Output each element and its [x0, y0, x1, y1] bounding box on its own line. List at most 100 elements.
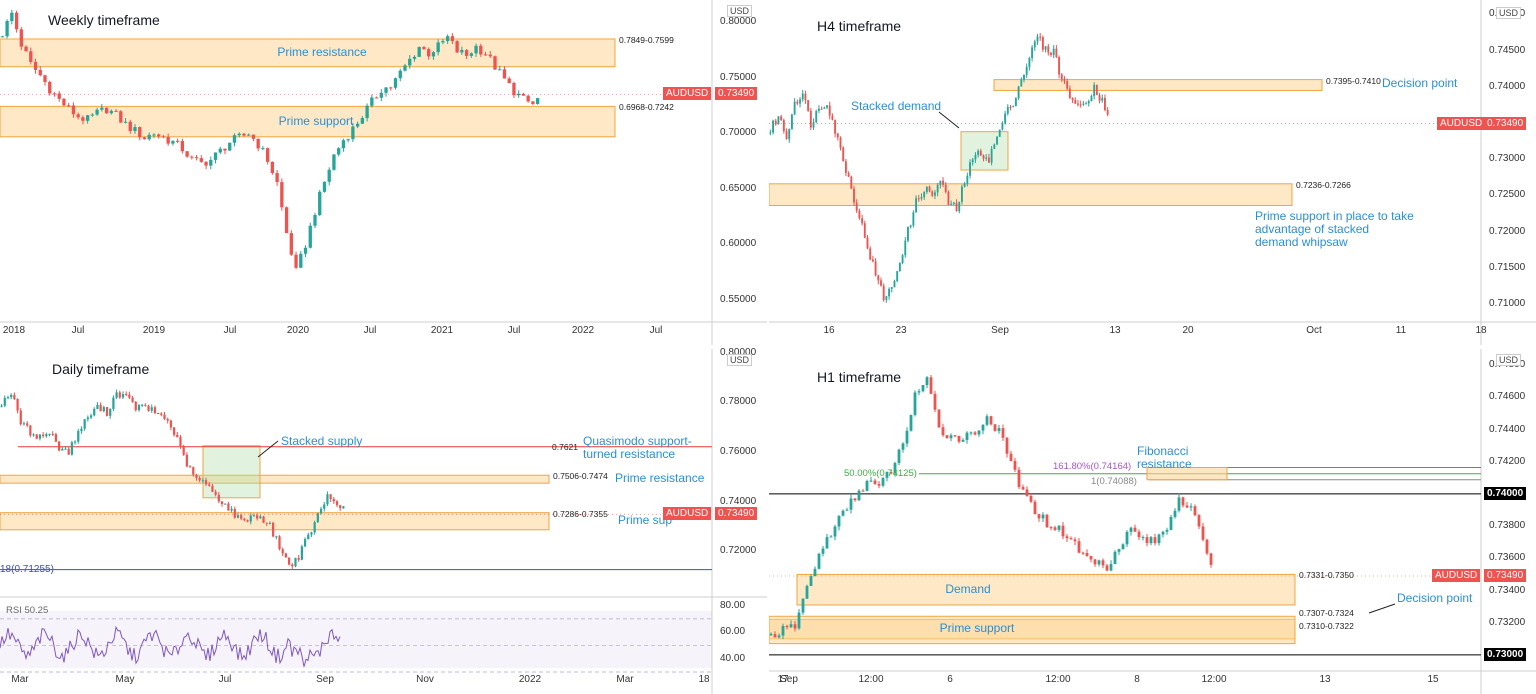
candle-body	[109, 408, 112, 416]
candle-body	[977, 150, 980, 155]
candle-body	[251, 134, 256, 139]
candle-body	[157, 134, 161, 137]
zone-rect	[0, 38, 616, 68]
candle-body	[259, 516, 262, 519]
candle-body	[85, 115, 90, 121]
candle-body	[809, 110, 812, 128]
price-tick-label: 0.73400	[1489, 584, 1526, 596]
candle-body	[198, 477, 201, 481]
candle-body	[1017, 86, 1020, 99]
rsi-tick-label: 60.00	[720, 626, 746, 638]
candle-body	[953, 435, 957, 437]
candle-body	[825, 537, 829, 549]
candle-body	[337, 148, 341, 155]
candle-body	[1037, 514, 1041, 519]
candle-body	[214, 491, 217, 495]
time-tick-label: 12:00	[1045, 674, 1071, 685]
candle-body	[76, 114, 80, 118]
candle-body	[272, 522, 275, 537]
price-tick-label: 0.74500	[1489, 44, 1526, 56]
time-tick-label: Jul	[71, 325, 85, 336]
candle-body	[71, 105, 76, 115]
candle-body	[436, 42, 440, 53]
candle-body	[483, 54, 488, 56]
candle-body	[232, 135, 237, 143]
candle-body	[889, 471, 893, 474]
candle-body	[26, 423, 29, 426]
demand-arrow	[938, 111, 960, 129]
price-tick-label: 0.73800	[1489, 520, 1526, 532]
candle-body	[844, 161, 847, 173]
candle-body	[834, 119, 837, 134]
time-tick-label: 18	[1475, 325, 1487, 336]
candle-body	[828, 105, 831, 116]
candle-body	[863, 223, 866, 238]
candle-body	[812, 122, 815, 128]
candle-body	[33, 61, 38, 70]
price-tick-label: 0.73200	[1489, 616, 1526, 628]
candle-body	[1073, 539, 1077, 542]
candle-body	[861, 218, 864, 224]
candle-body	[1082, 103, 1085, 105]
candle-body	[102, 407, 105, 412]
candle-body	[175, 140, 180, 142]
candle-body	[839, 137, 842, 148]
candle-body	[1106, 110, 1109, 115]
price-tick-label: 0.72500	[1489, 189, 1526, 201]
candle-body	[32, 434, 35, 436]
candle-body	[171, 140, 175, 144]
candle-body	[781, 625, 785, 636]
candle-body	[14, 12, 19, 30]
candle-body	[230, 508, 233, 511]
candle-body	[133, 127, 137, 132]
candle-body	[1113, 551, 1117, 565]
candle-body	[961, 439, 965, 442]
candle-body	[853, 498, 857, 501]
candle-body	[265, 522, 268, 524]
candle-body	[265, 148, 270, 162]
candle-body	[947, 191, 950, 205]
candle-body	[1145, 537, 1149, 544]
time-tick-label: 12:00	[1201, 674, 1227, 685]
candle-body	[1105, 565, 1109, 571]
candle-body	[885, 471, 889, 478]
candle-body	[16, 399, 19, 411]
price-tick-label: 0.74600	[1489, 391, 1526, 403]
candle-body	[99, 404, 102, 412]
time-tick-label: 15	[1427, 674, 1439, 685]
candle-body	[498, 69, 502, 71]
time-tick-label: 16	[823, 325, 835, 336]
time-tick-label: 2019	[142, 325, 166, 336]
candle-body	[949, 435, 953, 439]
candle-body	[38, 69, 42, 76]
candle-body	[952, 202, 955, 205]
chart-panel-2: 0.7395-0.74100.7236-0.72660.750000.74500…	[769, 0, 1536, 345]
candle-body	[925, 186, 928, 192]
candle-body	[909, 414, 913, 431]
candle-body	[289, 233, 293, 255]
candle-body	[339, 505, 342, 509]
candle-body	[1079, 104, 1082, 106]
candle-body	[38, 434, 42, 439]
zone-label: Demand	[945, 581, 991, 596]
candles	[0, 9, 540, 270]
candles	[769, 374, 1213, 640]
candle-body	[1137, 531, 1141, 538]
rsi-band	[0, 611, 712, 668]
candle-body	[874, 261, 877, 276]
candle-body	[323, 504, 326, 509]
zone-label: Prime support	[278, 113, 354, 128]
candle-body	[945, 435, 949, 439]
currency-label: USD	[1496, 7, 1522, 19]
candle-body	[1125, 531, 1129, 545]
candle-body	[1009, 453, 1013, 461]
candle-body	[52, 93, 57, 95]
candle-body	[48, 433, 51, 435]
candle-body	[57, 441, 61, 451]
candle-body	[474, 45, 478, 54]
candle-body	[128, 394, 131, 398]
candle-body	[936, 184, 939, 193]
candle-body	[941, 427, 945, 436]
candle-body	[95, 109, 99, 115]
candle-body	[67, 448, 70, 455]
